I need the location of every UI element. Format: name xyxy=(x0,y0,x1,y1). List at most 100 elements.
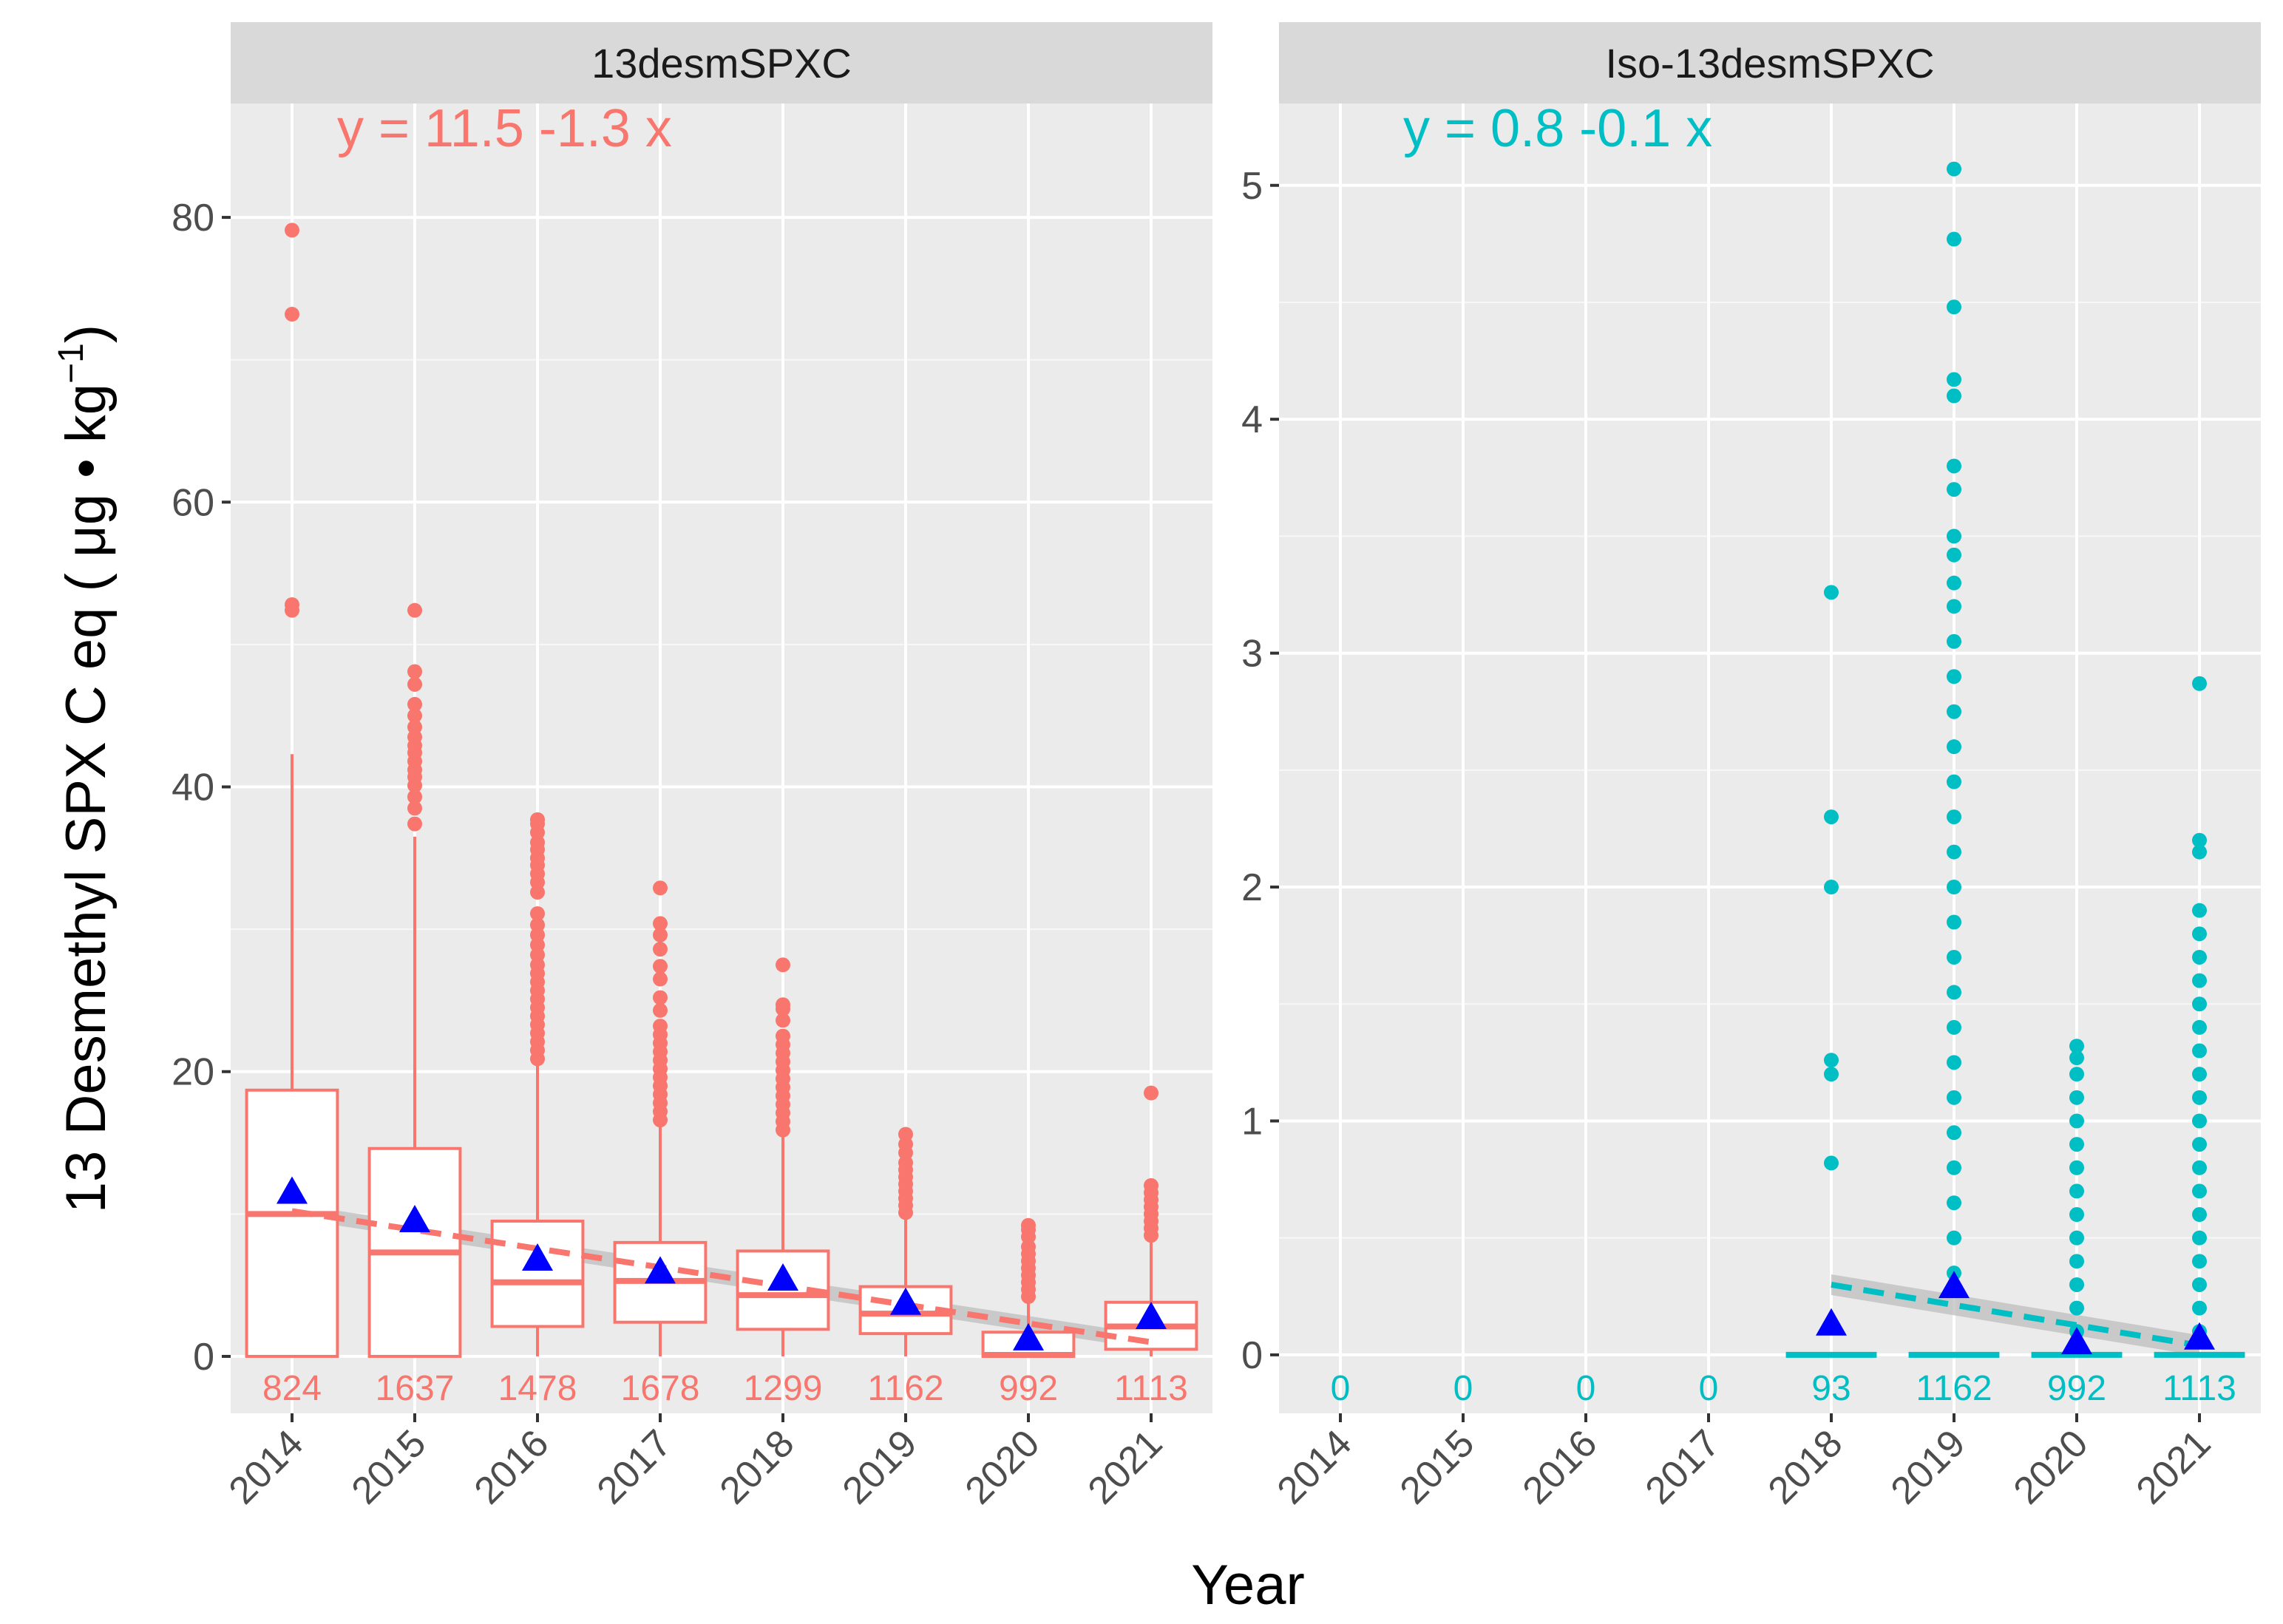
x-tick-label: 2016 xyxy=(467,1421,557,1512)
y-tick-label: 5 xyxy=(1241,165,1263,208)
x-tick-label: 2018 xyxy=(1760,1421,1851,1512)
count-label: 0 xyxy=(1699,1369,1719,1408)
outlier-point xyxy=(2069,1230,2084,1246)
outlier-point xyxy=(653,990,668,1005)
mean-marker xyxy=(1938,1271,1970,1299)
outlier-point xyxy=(285,597,299,612)
count-label: 1299 xyxy=(744,1369,823,1408)
outlier-point xyxy=(653,971,668,987)
outlier-point xyxy=(2192,1090,2207,1105)
outlier-point xyxy=(1947,1195,1961,1211)
outlier-point xyxy=(1947,599,1961,614)
outlier-point xyxy=(2069,1067,2084,1082)
outlier-point xyxy=(898,1127,913,1142)
outlier-point xyxy=(2192,1300,2207,1316)
outlier-point xyxy=(2069,1300,2084,1316)
outlier-point xyxy=(2192,1183,2207,1199)
plot-background xyxy=(1279,103,2261,1413)
outlier-point xyxy=(285,222,299,238)
outlier-point xyxy=(1947,739,1961,755)
y-tick-label: 4 xyxy=(1241,398,1263,441)
count-label: 0 xyxy=(1331,1369,1351,1408)
y-tick-label: 3 xyxy=(1241,633,1263,676)
facet-strip xyxy=(1279,22,2261,103)
outlier-point xyxy=(1947,704,1961,719)
outlier-point xyxy=(2069,1039,2084,1054)
count-label: 1113 xyxy=(1114,1369,1188,1408)
y-tick-label: 80 xyxy=(172,197,214,239)
x-tick-label: 2016 xyxy=(1515,1421,1606,1512)
outlier-point xyxy=(1947,809,1961,825)
outlier-point xyxy=(1824,1155,1839,1171)
outlier-point xyxy=(2192,926,2207,942)
y-tick-label: 20 xyxy=(172,1051,214,1094)
mean-marker xyxy=(1013,1322,1044,1350)
mean-marker xyxy=(767,1263,798,1291)
outlier-point xyxy=(1947,1090,1961,1105)
outlier-point xyxy=(1947,482,1961,497)
outlier-point xyxy=(2192,676,2207,691)
outlier-point xyxy=(2192,1277,2207,1292)
outlier-point xyxy=(1947,231,1961,247)
x-tick-label: 2020 xyxy=(2006,1421,2097,1512)
outlier-point xyxy=(1947,575,1961,591)
outlier-point xyxy=(2192,1230,2207,1246)
outlier-point xyxy=(2069,1207,2084,1223)
y-axis-title-exponent: −1 xyxy=(52,343,91,384)
outlier-point xyxy=(1021,1217,1036,1233)
outlier-point xyxy=(1947,985,1961,1000)
panel-1: 0 20 40 60 80 2014 2015 2016 2017 2018 2019 2020 202… xyxy=(172,22,1212,1512)
outlier-point xyxy=(2069,1183,2084,1199)
outlier-point xyxy=(530,812,545,827)
outlier-point xyxy=(653,959,668,974)
outlier-point xyxy=(407,696,422,712)
outlier-point xyxy=(776,957,790,973)
outlier-point xyxy=(2192,1067,2207,1082)
box-2019 xyxy=(1908,161,2000,1358)
outlier-point xyxy=(1947,299,1961,315)
mean-marker xyxy=(2184,1322,2215,1350)
outlier-point xyxy=(2192,1137,2207,1152)
y-tick-label: 2 xyxy=(1241,866,1263,909)
outlier-point xyxy=(407,719,422,735)
outlier-point xyxy=(1947,669,1961,684)
outlier-point xyxy=(1824,809,1839,825)
x-tick-label: 2021 xyxy=(2128,1421,2219,1512)
outlier-point xyxy=(2192,903,2207,918)
outlier-point xyxy=(776,997,790,1013)
outlier-point xyxy=(776,1028,790,1044)
count-label: 1162 xyxy=(1916,1369,1992,1408)
outlier-point xyxy=(653,942,668,957)
x-tick-label: 2015 xyxy=(344,1421,435,1512)
outlier-point xyxy=(1947,458,1961,474)
mean-marker xyxy=(1816,1308,1847,1336)
outlier-point xyxy=(1947,633,1961,649)
regression-equation: y = 0.8 -0.1 x xyxy=(1403,99,1712,158)
count-label: 992 xyxy=(999,1369,1058,1408)
outlier-point xyxy=(2069,1277,2084,1292)
x-tick-label: 2015 xyxy=(1392,1421,1483,1512)
outlier-point xyxy=(1824,1067,1839,1082)
box-2016 xyxy=(490,812,585,1356)
box-2015 xyxy=(367,602,462,1358)
outlier-point xyxy=(2192,996,2207,1012)
outlier-point xyxy=(1947,529,1961,544)
box-body xyxy=(490,1219,585,1328)
outlier-point xyxy=(2069,1160,2084,1175)
outlier-point xyxy=(1947,372,1961,387)
outlier-point xyxy=(653,880,668,896)
outlier-point xyxy=(1947,1019,1961,1035)
x-tick-label: 2020 xyxy=(957,1421,1048,1512)
count-label: 1478 xyxy=(498,1369,577,1408)
x-tick-label: 2018 xyxy=(712,1421,803,1512)
box-2020 xyxy=(981,1217,1076,1359)
outlier-point xyxy=(2192,1043,2207,1059)
outlier-point xyxy=(2069,1090,2084,1105)
x-tick-label: 2019 xyxy=(835,1421,926,1512)
outlier-point xyxy=(653,1002,668,1018)
box-body xyxy=(245,1088,339,1358)
mean-marker xyxy=(277,1176,308,1204)
outlier-point xyxy=(1144,1178,1159,1193)
count-label: 824 xyxy=(262,1369,322,1408)
outlier-point xyxy=(407,602,422,618)
